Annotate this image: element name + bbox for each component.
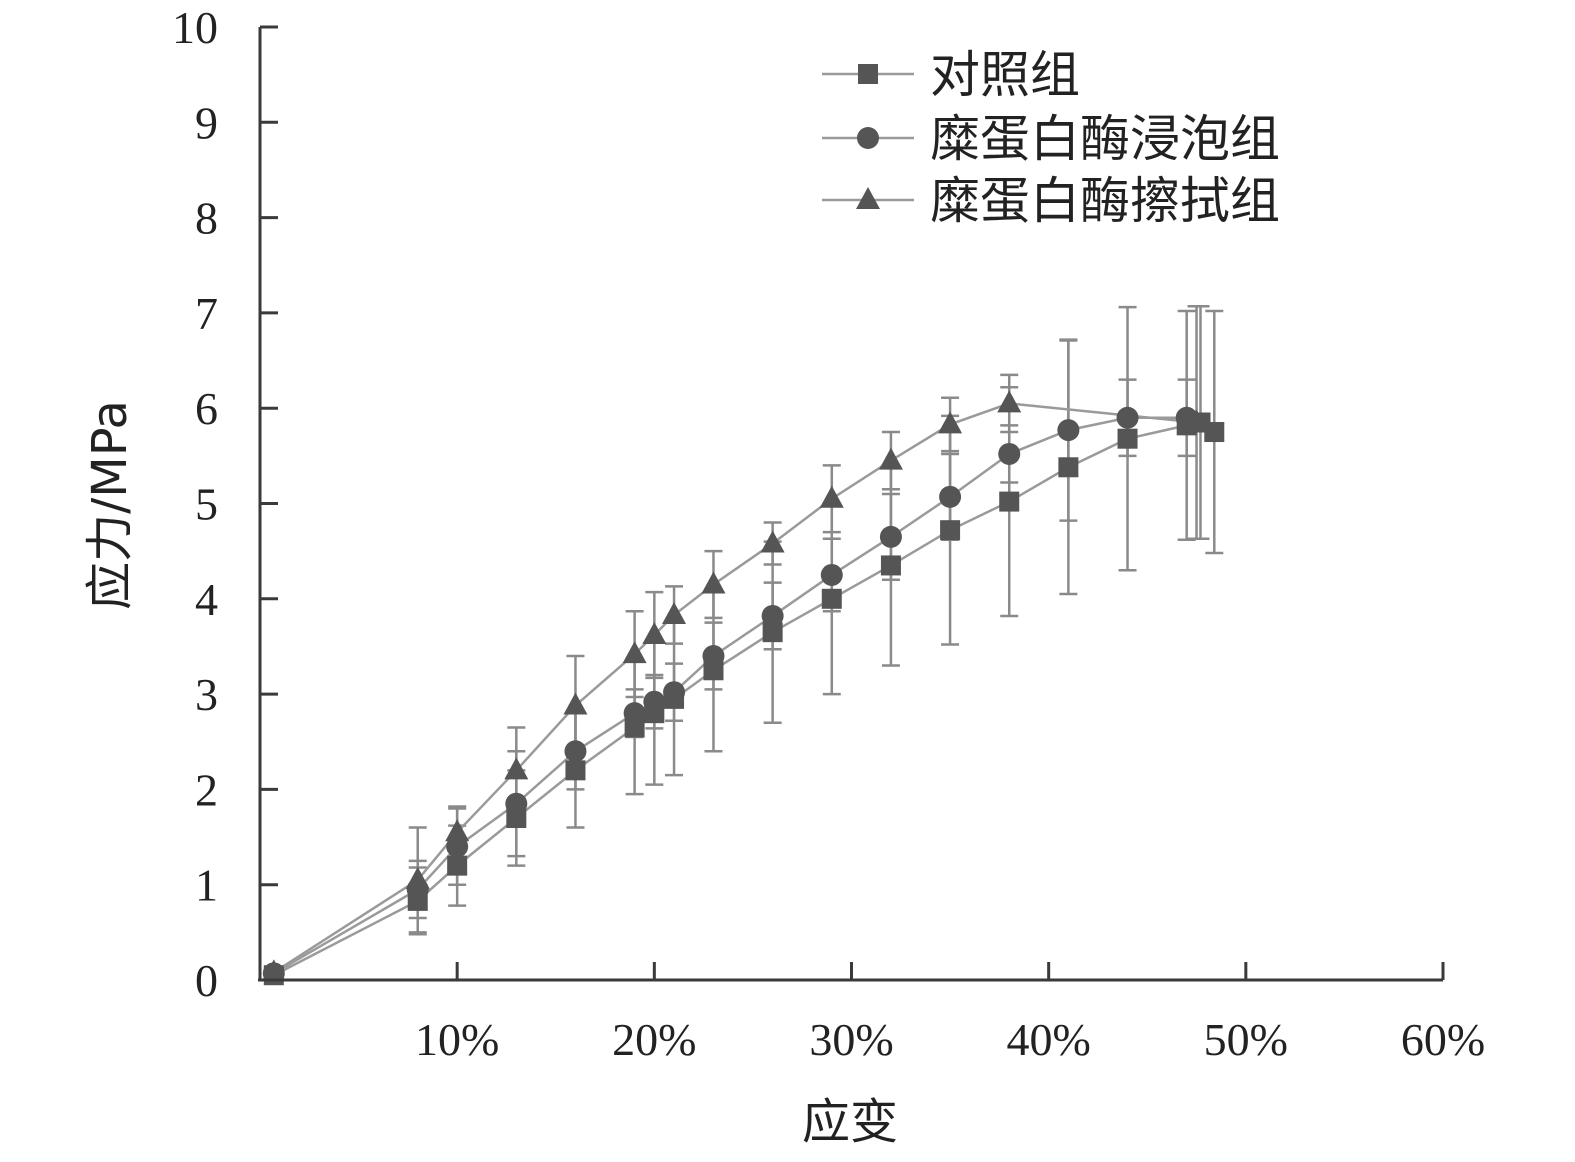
y-tick-label: 4 bbox=[195, 574, 218, 625]
data-point-circle bbox=[1057, 419, 1080, 442]
legend-marker-triangle bbox=[856, 187, 880, 209]
data-point-square bbox=[1058, 457, 1079, 478]
data-point-triangle bbox=[938, 411, 963, 434]
data-point-triangle bbox=[405, 866, 430, 889]
data-point-square bbox=[821, 588, 842, 609]
data-point-triangle bbox=[701, 571, 726, 594]
legend-label: 糜蛋白酶擦拭组 bbox=[930, 172, 1280, 230]
data-point-triangle bbox=[662, 602, 687, 625]
x-tick-label: 30% bbox=[809, 1014, 893, 1065]
data-point-square bbox=[565, 760, 586, 781]
data-point-square bbox=[762, 622, 783, 643]
data-point-square bbox=[880, 555, 901, 576]
data-point-circle bbox=[1116, 406, 1139, 429]
data-point-square bbox=[447, 855, 468, 876]
y-tick-label: 1 bbox=[195, 860, 218, 911]
axis-ticks: 0 1 2 3 4 5 6 7 8 9 10 10% 20% 30% 40% 50% 60% bbox=[172, 2, 1485, 1065]
data-point-circle bbox=[939, 485, 962, 508]
data-point-triangle bbox=[504, 757, 529, 780]
legend-item-1: 糜蛋白酶浸泡组 bbox=[822, 110, 1280, 168]
legend-item-0: 对照组 bbox=[822, 46, 1080, 104]
legend-item-2: 糜蛋白酶擦拭组 bbox=[822, 172, 1280, 230]
y-axis-title: 应力/MPa bbox=[82, 400, 138, 610]
data-point-circle bbox=[879, 525, 902, 548]
y-tick-label: 8 bbox=[195, 193, 218, 244]
legend-marker-circle bbox=[857, 127, 879, 149]
y-tick-label: 9 bbox=[195, 97, 218, 148]
y-tick-label: 2 bbox=[195, 764, 218, 815]
data-point-circle bbox=[998, 442, 1021, 465]
data-point-triangle bbox=[819, 485, 844, 508]
data-point-circle bbox=[623, 702, 646, 725]
x-tick-label: 60% bbox=[1401, 1014, 1485, 1065]
axes bbox=[258, 27, 1443, 982]
data-point-circle bbox=[564, 740, 587, 763]
data-point-circle bbox=[761, 604, 784, 627]
data-point-circle bbox=[663, 681, 686, 704]
data-point-triangle bbox=[445, 819, 470, 842]
data-point-triangle bbox=[1184, 409, 1209, 432]
x-tick-label: 20% bbox=[612, 1014, 696, 1065]
data-point-triangle bbox=[261, 959, 286, 982]
x-tick-label: 40% bbox=[1007, 1014, 1091, 1065]
data-point-triangle bbox=[760, 530, 785, 553]
legend-label: 糜蛋白酶浸泡组 bbox=[930, 110, 1280, 168]
x-tick-label: 10% bbox=[415, 1014, 499, 1065]
data-point-circle bbox=[820, 563, 843, 586]
y-tick-label: 10 bbox=[172, 2, 218, 53]
data-point-circle bbox=[702, 644, 725, 667]
data-point-triangle bbox=[878, 447, 903, 470]
data-point-triangle bbox=[622, 641, 647, 664]
legend-label: 对照组 bbox=[930, 46, 1080, 104]
y-tick-label: 0 bbox=[195, 955, 218, 1006]
data-point-square bbox=[1117, 428, 1138, 449]
x-tick-label: 50% bbox=[1204, 1014, 1288, 1065]
y-tick-label: 6 bbox=[195, 383, 218, 434]
data-point-square bbox=[940, 520, 961, 541]
y-tick-label: 5 bbox=[195, 479, 218, 530]
data-point-square bbox=[1204, 422, 1225, 443]
data-point-triangle bbox=[563, 692, 588, 715]
data-point-circle bbox=[643, 690, 666, 713]
data-point-triangle bbox=[997, 390, 1022, 413]
error-bars bbox=[408, 304, 1224, 936]
legend-marker-square bbox=[858, 64, 878, 84]
y-tick-label: 3 bbox=[195, 669, 218, 720]
y-tick-label: 7 bbox=[195, 288, 218, 339]
data-point-square bbox=[999, 491, 1020, 512]
data-point-circle bbox=[505, 792, 528, 815]
data-point-triangle bbox=[642, 622, 667, 645]
x-axis-title: 应变 bbox=[802, 1094, 898, 1150]
